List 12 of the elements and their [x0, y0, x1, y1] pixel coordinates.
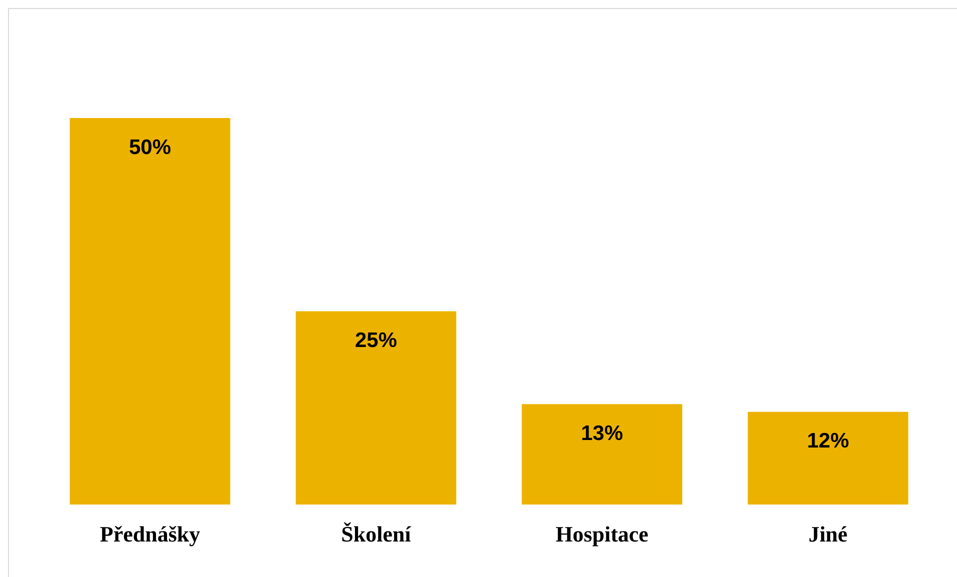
bar — [296, 311, 456, 505]
data-label: 13% — [580, 422, 624, 445]
data-label: 25% — [354, 329, 398, 352]
x-tick-label: Přednášky — [100, 521, 200, 546]
bar — [748, 412, 908, 505]
bar — [70, 118, 230, 505]
data-label: 50% — [128, 136, 172, 159]
bar — [522, 404, 682, 505]
x-tick-label: Hospitace — [556, 521, 649, 546]
x-tick-label: Školení — [341, 521, 412, 546]
data-label: 12% — [806, 430, 850, 453]
x-tick-label: Jiné — [808, 521, 848, 546]
